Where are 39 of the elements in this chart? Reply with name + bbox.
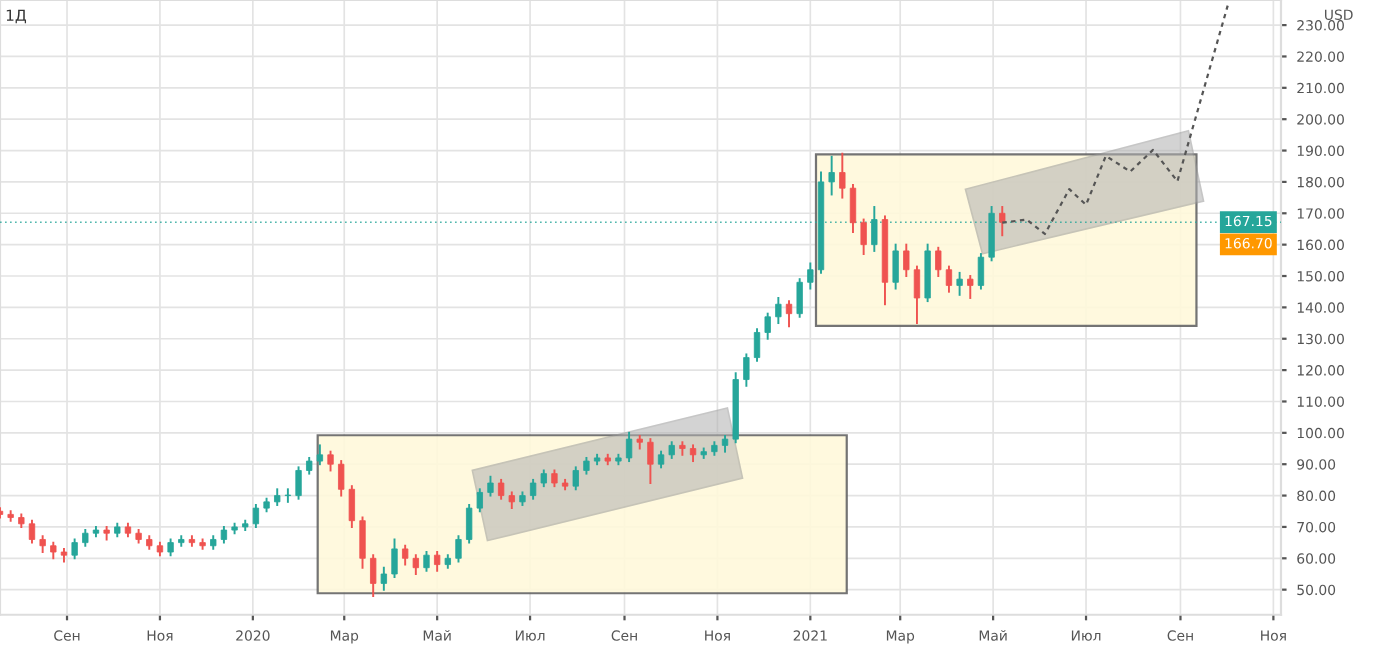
candlestick [625,431,633,463]
candlestick [796,278,803,318]
candlestick [828,155,835,196]
candlestick [380,566,387,591]
candlestick [775,297,782,325]
candlestick [252,504,260,528]
candlestick [679,441,686,456]
candlestick [892,243,899,290]
candlestick [839,152,846,199]
candlestick [956,271,963,296]
candlestick [370,554,377,597]
candlestick [903,243,910,277]
candlestick [71,538,78,560]
candlestick [423,551,430,572]
candlestick [849,184,857,234]
line-series [1001,4,1229,236]
candlestick [295,466,302,500]
candlestick [967,275,974,299]
candlestick [753,328,761,362]
candlestick [945,265,953,293]
candlestick [860,218,867,256]
candlestick [433,551,441,572]
candlestick [487,475,494,497]
candlestick [28,519,36,544]
candlestick [913,265,921,325]
candlestick [391,538,398,579]
candlestick [785,300,793,328]
candlestick [935,246,942,277]
candlestick [327,450,334,472]
candlestick [807,262,814,290]
candlestick [455,535,462,563]
candlestick [977,253,985,290]
candlestick [743,353,750,387]
candlestick [764,312,771,340]
candlestick [572,466,579,491]
candlestick [647,438,654,484]
candlestick [924,243,931,303]
candlestick [999,206,1006,237]
candlestick [359,516,366,569]
